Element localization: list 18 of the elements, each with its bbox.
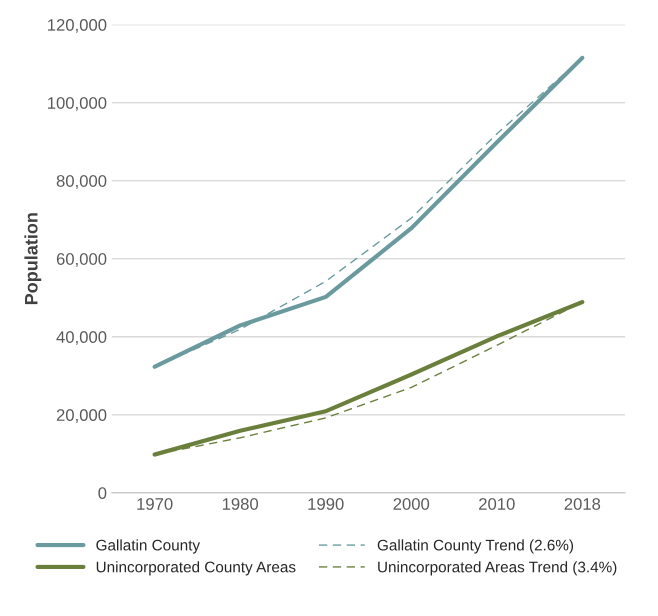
x-tick-label: 1990	[308, 498, 344, 510]
x-tick-label: 1970	[137, 498, 173, 510]
x-tick-label: 2000	[394, 498, 430, 510]
y-tick-label: 20,000	[56, 409, 106, 423]
legend-label: Unincorporated Areas Trend (3.4%)	[378, 561, 616, 576]
x-tick-label: 2010	[479, 498, 515, 510]
legend-label: Unincorporated County Areas	[96, 561, 296, 576]
x-tick-label: 1980	[222, 498, 258, 510]
legend-label: Gallatin County Trend (2.6%)	[378, 539, 574, 554]
y-tick-label: 80,000	[56, 175, 106, 189]
y-tick-label: 120,000	[48, 19, 106, 33]
y-axis-title: Population	[24, 213, 42, 304]
y-tick-label: 0	[98, 487, 106, 500]
y-tick-label: 40,000	[56, 331, 106, 345]
legend-label: Gallatin County	[96, 539, 200, 554]
y-tick-label: 60,000	[56, 253, 106, 267]
y-tick-label: 100,000	[48, 97, 106, 111]
x-tick-label: 2018	[564, 498, 600, 510]
